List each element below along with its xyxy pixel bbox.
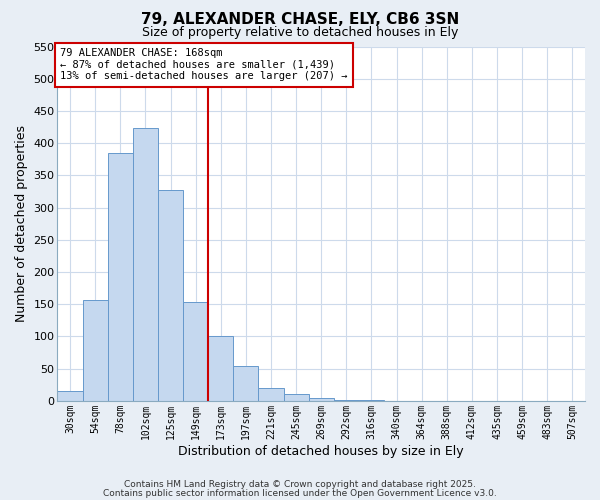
Bar [58,392,83,401]
Bar [334,400,359,401]
Bar [259,388,284,401]
Y-axis label: Number of detached properties: Number of detached properties [15,125,28,322]
Text: 79, ALEXANDER CHASE, ELY, CB6 3SN: 79, ALEXANDER CHASE, ELY, CB6 3SN [141,12,459,28]
Text: 79 ALEXANDER CHASE: 168sqm
← 87% of detached houses are smaller (1,439)
13% of s: 79 ALEXANDER CHASE: 168sqm ← 87% of deta… [60,48,347,82]
Text: Size of property relative to detached houses in Ely: Size of property relative to detached ho… [142,26,458,39]
Text: Contains HM Land Registry data © Crown copyright and database right 2025.: Contains HM Land Registry data © Crown c… [124,480,476,489]
Bar [83,300,108,401]
Text: Contains public sector information licensed under the Open Government Licence v3: Contains public sector information licen… [103,488,497,498]
Bar [108,153,133,401]
X-axis label: Distribution of detached houses by size in Ely: Distribution of detached houses by size … [178,444,464,458]
Bar [133,128,158,401]
Bar [284,394,308,401]
Bar [308,398,334,401]
Bar [158,190,183,401]
Bar [208,336,233,401]
Bar [359,400,384,401]
Bar [233,366,259,401]
Bar [183,302,208,401]
